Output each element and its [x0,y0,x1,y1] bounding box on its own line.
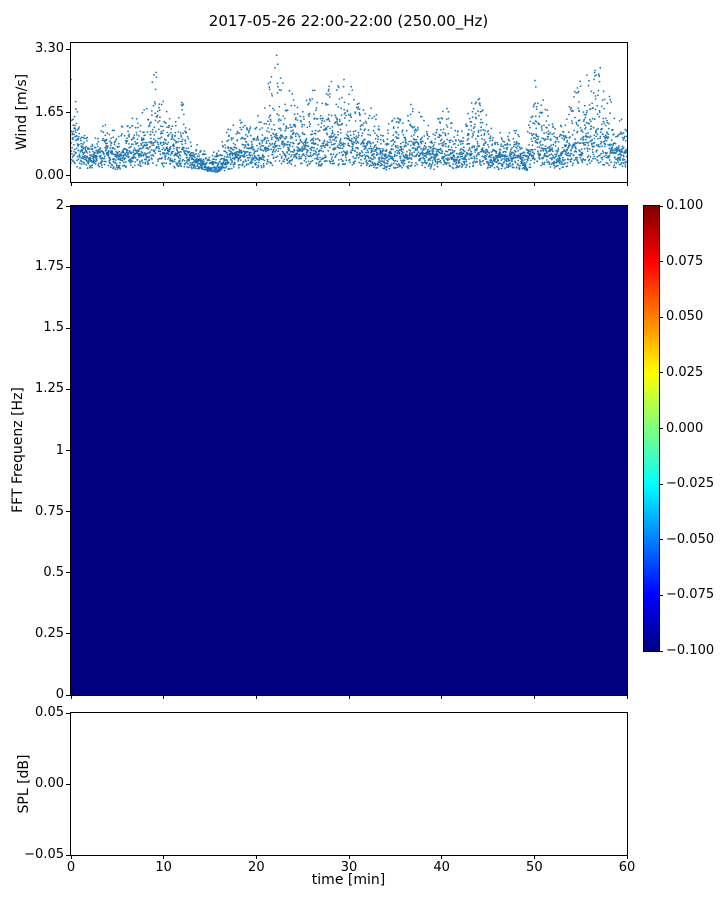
tick-label: 0.00 [35,776,64,791]
tick-mark [626,182,628,186]
tick-label: 2 [55,198,64,213]
tick-mark [163,855,165,859]
tick-label: 0.000 [666,420,704,436]
tick-mark [659,594,663,596]
wind-y-axis-label: Wind [m/s] [14,73,30,151]
fft-y-axis-label: FFT Frequenz [Hz] [10,387,26,513]
tick-label: 0.75 [35,503,64,519]
tick-mark [163,182,165,186]
tick-label: 20 [248,860,265,875]
tick-mark [66,450,70,451]
tick-label: 1.75 [35,259,64,275]
spectrogram-axes: 0 0.25 0.5 0.75 1 1.25 1.5 1.75 2 [35,199,628,702]
tick-mark [66,712,70,714]
tick-mark [348,182,350,186]
tick-mark [533,855,535,859]
tick-mark [66,48,70,50]
tick-mark [70,855,72,859]
tick-mark [348,695,350,699]
tick-mark [66,694,70,696]
tick-mark [66,175,70,177]
x-axis-label: time [min] [311,872,386,888]
tick-label: 1 [55,442,64,458]
tick-mark [66,572,70,574]
tick-label: 1.25 [35,381,64,397]
tick-label: −0.05 [24,847,64,862]
tick-mark [348,855,350,859]
tick-label: 0.100 [666,198,704,213]
tick-label: 30 [340,860,358,875]
tick-label: 0 [55,687,64,702]
tick-label: 0.25 [35,625,64,641]
tick-label: 1.5 [43,320,64,336]
tick-mark [70,695,72,699]
tick-mark [66,327,70,329]
colorbar: 0.100 0.075 0.050 0.025 0.000 −0.025 −0.050 −0.… [643,199,714,658]
tick-mark [659,650,663,652]
tick-mark [659,205,663,207]
tick-mark [659,539,663,541]
tick-mark [66,388,70,390]
tick-mark [255,182,257,186]
tick-label: 0.5 [43,564,64,580]
spl-y-axis-label: SPL [dB] [16,754,32,814]
tick-label: 50 [526,860,543,875]
tick-mark [66,854,70,856]
tick-label: 0 [66,860,76,875]
spl-axes: −0.05 0.00 0.05 0 10 20 30 40 50 60 [24,706,635,875]
tick-label: 3.30 [35,41,64,57]
tick-label: 0.050 [666,309,704,325]
tick-label: 40 [433,860,450,875]
tick-mark [66,205,70,207]
tick-mark [659,483,663,485]
tick-label: −0.100 [666,643,715,658]
tick-mark [441,695,443,699]
tick-label: 60 [618,860,636,875]
tick-label: 0.05 [35,705,64,720]
tick-mark [659,316,663,318]
chart-title: 2017-05-26 22:00-22:00 (250.00_Hz) [208,12,489,30]
tick-mark [659,261,663,263]
tick-mark [66,112,70,113]
tick-label: 0.025 [666,364,704,380]
tick-mark [70,182,72,186]
tick-mark [659,428,663,429]
wind-scatter-points [71,54,627,173]
tick-mark [66,511,70,513]
tick-mark [659,372,663,374]
tick-label: 1.65 [35,104,64,120]
tick-mark [66,633,70,635]
tick-label: −0.025 [666,476,715,492]
tick-mark [626,695,628,699]
tick-mark [66,266,70,268]
tick-label: 0.075 [666,253,704,269]
wind-scatter-axes: 0.00 1.65 3.30 [35,42,628,186]
tick-mark [255,855,257,859]
tick-mark [626,855,628,859]
tick-mark [533,182,535,186]
tick-label: 10 [155,860,172,875]
tick-mark [255,695,257,699]
tick-mark [533,695,535,699]
tick-mark [441,855,443,859]
tick-label: −0.075 [666,587,715,603]
tick-mark [441,182,443,186]
tick-label: −0.050 [666,531,715,547]
tick-label: 0.00 [35,167,64,183]
tick-mark [163,695,165,699]
tick-mark [66,783,70,785]
